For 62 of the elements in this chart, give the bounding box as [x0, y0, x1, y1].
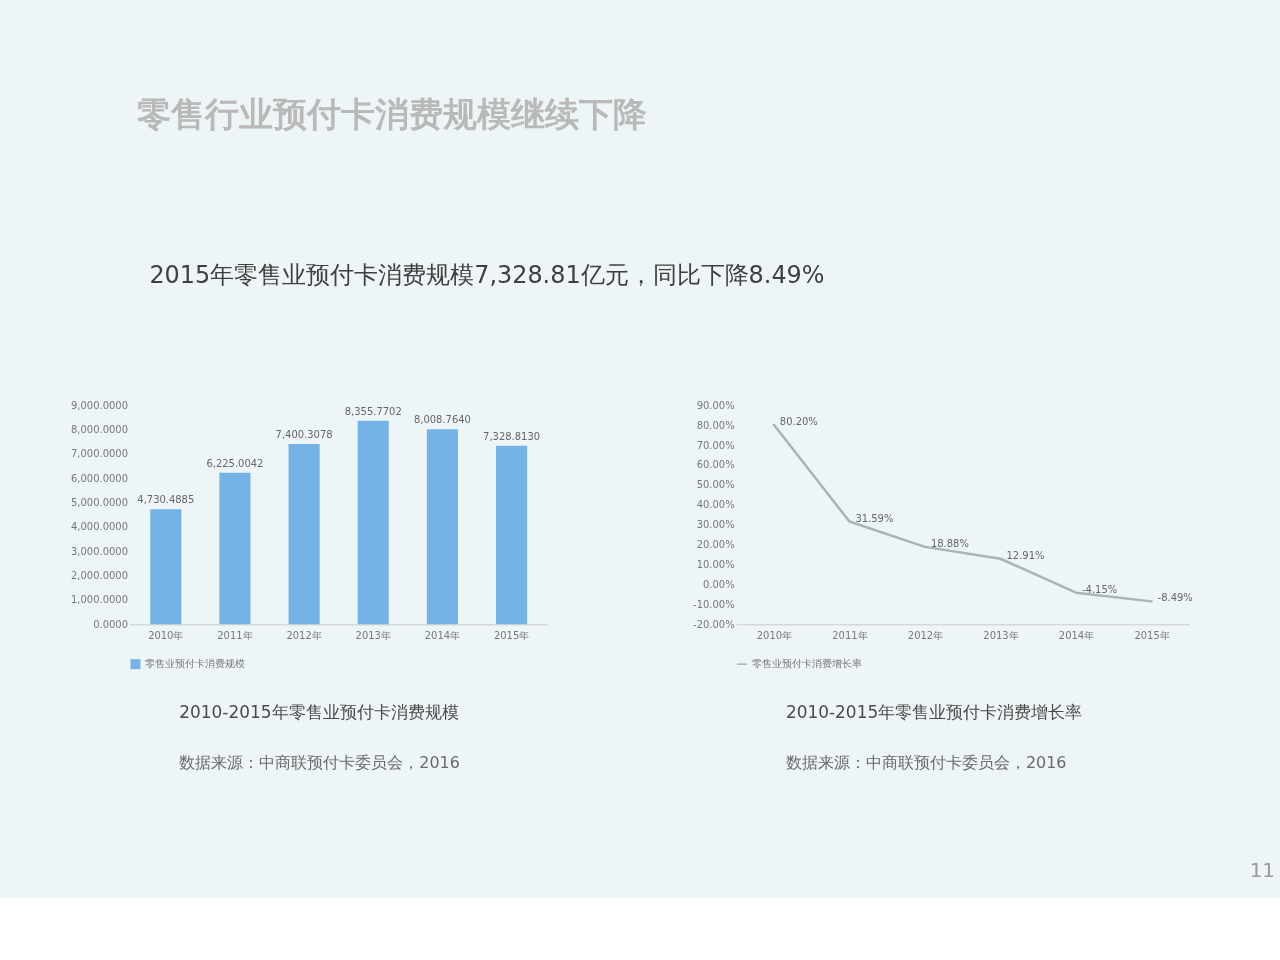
y-tick-label: 30.00% [696, 519, 735, 531]
x-tick-label: 2011年 [217, 629, 253, 641]
line-series [772, 423, 1153, 603]
x-tick-label: 2015年 [1134, 629, 1170, 641]
data-label: 6,225.0042 [206, 457, 264, 469]
y-tick-label: 5,000.0000 [71, 497, 128, 509]
y-tick-label: 50.00% [696, 479, 735, 491]
y-tick-label: 40.00% [696, 499, 735, 511]
y-tick-label: 8,000.0000 [71, 424, 128, 436]
data-label: -4.15% [1082, 583, 1118, 595]
x-tick-label: 2013年 [983, 629, 1019, 641]
data-label: 18.88% [930, 537, 969, 549]
x-tick-label: 2010年 [148, 629, 184, 641]
bar [288, 444, 320, 625]
x-tick-label: 2010年 [756, 629, 793, 641]
data-label: 31.59% [855, 512, 894, 524]
data-label: 4,730.4885 [137, 494, 195, 506]
x-tick-label: 2012年 [286, 629, 322, 641]
y-tick-label: 60.00% [696, 459, 735, 471]
bar [357, 420, 389, 625]
data-label: 8,008.7640 [413, 414, 471, 426]
y-tick-label: 0.0000 [93, 618, 128, 630]
data-label: 12.91% [1006, 549, 1045, 561]
y-tick-label: 70.00% [696, 439, 735, 451]
text: 零售行业预付卡消费规模继续下降 [137, 95, 648, 135]
bar [426, 429, 458, 625]
data-label: 7,328.8130 [483, 430, 541, 442]
y-tick-label: 0.00% [703, 578, 735, 590]
y-tick-label: 7,000.0000 [71, 448, 128, 460]
x-tick-label: 2015年 [493, 629, 530, 641]
data-label: 8,355.7702 [344, 405, 402, 417]
text: 2010-2015年零售业预付卡消费规模 [179, 701, 459, 722]
x-tick-label: 2012年 [907, 629, 944, 641]
text: 2015年零售业预付卡消费规模7,328.81亿元，同比下降8.49% [149, 260, 825, 289]
text: 11 [1249, 859, 1276, 883]
text: 2010-2015年零售业预付卡消费增长率 [785, 701, 1083, 722]
data-label: 80.20% [779, 415, 818, 427]
y-tick-label: 6,000.0000 [71, 472, 128, 484]
y-tick-label: 9,000.0000 [71, 399, 128, 411]
bar [496, 445, 528, 625]
y-tick-label: 3,000.0000 [71, 545, 128, 557]
y-tick-label: -20.00% [693, 618, 735, 630]
data-label: -8.49% [1157, 592, 1193, 604]
y-tick-label: 80.00% [696, 419, 735, 431]
legend-label: 零售业预付卡消费增长率 [752, 658, 863, 670]
x-tick-label: 2014年 [1058, 629, 1095, 641]
y-tick-label: 90.00% [696, 399, 735, 411]
bar [219, 472, 251, 625]
y-tick-label: 1,000.0000 [71, 594, 128, 606]
y-tick-label: 4,000.0000 [71, 521, 128, 533]
y-tick-label: 2,000.0000 [71, 570, 128, 582]
bar [150, 509, 182, 625]
x-tick-label: 2013年 [355, 629, 391, 641]
y-tick-label: -10.00% [693, 598, 735, 610]
source-note: 数据来源：中商联预付卡委员会，2016 [179, 752, 460, 772]
y-tick-label: 20.00% [696, 539, 735, 551]
legend-label: 零售业预付卡消费规模 [145, 658, 246, 670]
x-tick-label: 2014年 [424, 629, 461, 641]
x-tick-label: 2011年 [832, 629, 868, 641]
y-tick-label: 10.00% [696, 559, 735, 571]
data-label: 7,400.3078 [275, 429, 333, 441]
source-note: 数据来源：中商联预付卡委员会，2016 [785, 752, 1067, 772]
